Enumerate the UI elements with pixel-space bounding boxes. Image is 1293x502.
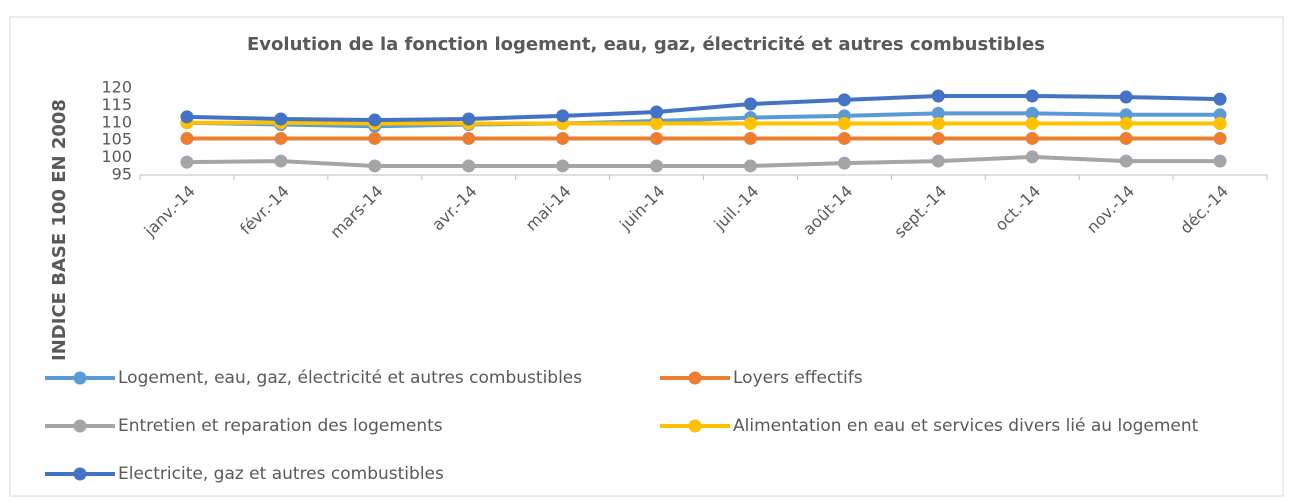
chart-title: Evolution de la fonction logement, eau, … bbox=[247, 34, 1045, 55]
legend-marker bbox=[688, 371, 702, 385]
data-point bbox=[368, 159, 382, 173]
legend-label: Entretien et reparation des logements bbox=[118, 416, 443, 436]
data-point bbox=[743, 159, 757, 173]
data-point bbox=[462, 112, 476, 126]
data-point bbox=[931, 154, 945, 168]
data-point bbox=[1119, 90, 1133, 104]
series-line bbox=[186, 120, 1221, 126]
data-point bbox=[180, 131, 194, 145]
y-tick-label: 105 bbox=[101, 130, 132, 149]
data-point bbox=[462, 131, 476, 145]
y-axis-label: INDICE BASE 100 EN 2008 bbox=[49, 99, 70, 361]
data-point bbox=[1025, 89, 1039, 103]
legend-label: Electricite, gaz et autres combustibles bbox=[118, 464, 444, 484]
data-point bbox=[274, 112, 288, 126]
y-tick-label: 115 bbox=[101, 95, 132, 114]
data-point bbox=[556, 159, 570, 173]
legend-marker bbox=[73, 419, 87, 433]
data-point bbox=[1119, 116, 1133, 130]
legend-label: Loyers effectifs bbox=[733, 368, 863, 388]
legend-marker bbox=[73, 371, 87, 385]
data-point bbox=[743, 116, 757, 130]
data-point bbox=[1025, 131, 1039, 145]
data-point bbox=[650, 105, 664, 119]
series-line bbox=[186, 111, 1221, 129]
data-point bbox=[274, 131, 288, 145]
data-point bbox=[837, 93, 851, 107]
y-tick-label: 110 bbox=[101, 112, 132, 131]
data-point bbox=[462, 159, 476, 173]
data-point bbox=[1213, 154, 1227, 168]
legend-marker bbox=[688, 419, 702, 433]
data-point bbox=[837, 116, 851, 130]
legend-marker bbox=[73, 467, 87, 481]
y-tick-label: 120 bbox=[101, 78, 132, 97]
data-point bbox=[931, 106, 945, 120]
data-point bbox=[274, 154, 288, 168]
data-point bbox=[1025, 106, 1039, 120]
data-point bbox=[1213, 92, 1227, 106]
data-point bbox=[650, 116, 664, 130]
data-point bbox=[1025, 116, 1039, 130]
data-point bbox=[1119, 154, 1133, 168]
data-point bbox=[1213, 116, 1227, 130]
data-point bbox=[931, 131, 945, 145]
data-point bbox=[931, 89, 945, 103]
data-point bbox=[837, 131, 851, 145]
y-tick-label: 95 bbox=[112, 165, 132, 184]
data-point bbox=[650, 131, 664, 145]
data-point bbox=[556, 109, 570, 123]
legend-label: Alimentation en eau et services divers l… bbox=[733, 416, 1199, 436]
y-tick-label: 100 bbox=[101, 147, 132, 166]
series-line bbox=[186, 94, 1221, 123]
data-point bbox=[180, 155, 194, 169]
data-point bbox=[743, 131, 757, 145]
data-point bbox=[931, 116, 945, 130]
data-point bbox=[743, 97, 757, 111]
data-point bbox=[1119, 131, 1133, 145]
data-point bbox=[1213, 131, 1227, 145]
data-point bbox=[556, 131, 570, 145]
data-point bbox=[650, 159, 664, 173]
data-point bbox=[368, 131, 382, 145]
data-point bbox=[837, 156, 851, 170]
data-point bbox=[180, 110, 194, 124]
data-point bbox=[368, 113, 382, 127]
legend-label: Logement, eau, gaz, électricité et autre… bbox=[118, 368, 582, 388]
series-line bbox=[186, 154, 1221, 168]
data-point bbox=[1025, 150, 1039, 164]
